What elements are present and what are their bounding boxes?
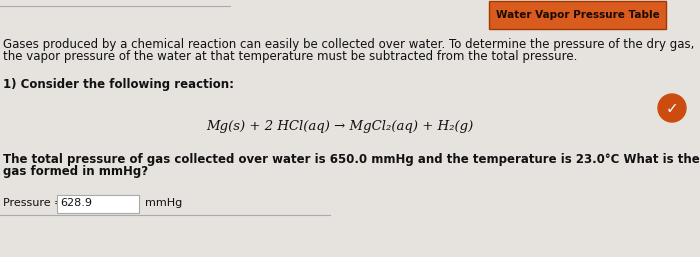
- Circle shape: [658, 94, 686, 122]
- Text: the vapor pressure of the water at that temperature must be subtracted from the : the vapor pressure of the water at that …: [3, 50, 577, 63]
- Text: Pressure =: Pressure =: [3, 198, 67, 208]
- Text: Gases produced by a chemical reaction can easily be collected over water. To det: Gases produced by a chemical reaction ca…: [3, 38, 694, 51]
- Text: gas formed in mmHg?: gas formed in mmHg?: [3, 165, 148, 178]
- Text: Mg(s) + 2 HCl(aq) → MgCl₂(aq) + H₂(g): Mg(s) + 2 HCl(aq) → MgCl₂(aq) + H₂(g): [206, 120, 474, 133]
- Text: ✓: ✓: [666, 102, 678, 116]
- Text: Water Vapor Pressure Table: Water Vapor Pressure Table: [496, 11, 659, 21]
- Text: 1) Consider the following reaction:: 1) Consider the following reaction:: [3, 78, 234, 91]
- Text: mmHg: mmHg: [145, 198, 182, 208]
- Text: The total pressure of gas collected over water is 650.0 mmHg and the temperature: The total pressure of gas collected over…: [3, 153, 700, 166]
- FancyBboxPatch shape: [57, 195, 139, 213]
- Text: 628.9: 628.9: [60, 198, 92, 208]
- FancyBboxPatch shape: [489, 1, 666, 29]
